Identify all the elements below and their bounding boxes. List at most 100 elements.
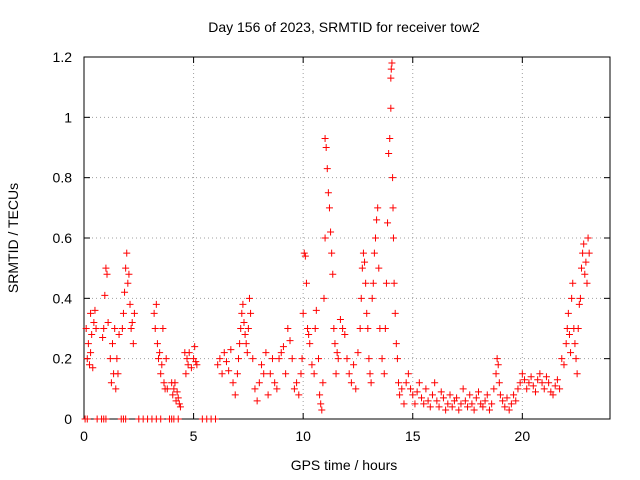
data-point xyxy=(122,415,130,423)
data-point xyxy=(356,325,364,332)
data-point xyxy=(583,279,591,287)
data-point xyxy=(321,234,329,242)
data-point xyxy=(214,361,222,369)
data-point xyxy=(428,391,436,399)
data-point xyxy=(439,394,447,402)
data-point xyxy=(371,234,379,242)
data-point xyxy=(568,294,576,302)
data-point xyxy=(562,340,570,348)
data-point xyxy=(225,367,233,375)
data-point xyxy=(91,306,99,314)
data-point xyxy=(301,252,309,260)
data-point xyxy=(389,204,397,212)
data-point xyxy=(266,370,274,378)
data-point xyxy=(114,370,122,378)
data-point xyxy=(119,309,127,317)
data-point xyxy=(387,65,395,73)
data-point xyxy=(418,394,426,402)
data-point xyxy=(293,379,301,387)
data-point xyxy=(216,355,224,363)
data-point xyxy=(578,264,586,272)
data-point xyxy=(247,309,255,317)
data-point xyxy=(343,355,351,363)
data-point xyxy=(229,379,237,387)
data-point xyxy=(299,309,307,317)
data-point xyxy=(415,379,423,387)
data-point xyxy=(124,279,132,287)
data-point xyxy=(457,400,465,408)
data-point xyxy=(169,391,177,399)
data-point xyxy=(273,385,281,393)
data-point xyxy=(290,385,298,393)
data-point xyxy=(496,391,504,399)
data-point xyxy=(389,234,397,242)
data-point xyxy=(580,240,588,248)
data-point xyxy=(492,370,500,378)
data-point xyxy=(512,397,520,405)
data-point xyxy=(103,270,111,278)
x-tick-label: 0 xyxy=(80,428,88,444)
data-point xyxy=(100,325,108,332)
data-point xyxy=(238,309,246,317)
data-point xyxy=(187,364,195,372)
data-point xyxy=(157,415,165,423)
data-point xyxy=(409,391,417,399)
data-point xyxy=(442,406,450,414)
data-point xyxy=(262,349,270,357)
data-point xyxy=(92,325,100,332)
data-point xyxy=(398,385,406,393)
data-point xyxy=(330,325,338,332)
data-point xyxy=(396,391,404,399)
data-point xyxy=(322,144,330,151)
data-point xyxy=(395,379,403,387)
data-point xyxy=(422,385,430,393)
data-point xyxy=(158,361,166,369)
axis-ticks: 0 5 10 15 20 0 0.2 0.4 0.6 0.8 1 1.2 xyxy=(53,49,610,444)
data-point xyxy=(311,325,319,332)
data-point xyxy=(258,361,266,369)
data-point xyxy=(305,331,313,339)
data-point xyxy=(102,415,110,423)
data-point xyxy=(183,355,191,363)
data-point xyxy=(332,370,340,378)
data-point xyxy=(173,388,181,396)
data-point xyxy=(581,270,589,278)
data-point xyxy=(175,400,183,408)
data-point xyxy=(572,355,580,363)
data-point xyxy=(300,249,308,257)
data-point xyxy=(321,134,329,142)
data-point xyxy=(176,403,184,411)
data-point xyxy=(295,391,303,399)
data-point xyxy=(297,370,305,378)
data-point xyxy=(336,315,344,323)
data-point xyxy=(329,270,337,278)
data-point xyxy=(564,309,572,317)
data-point xyxy=(268,355,276,363)
data-point xyxy=(538,379,546,387)
data-point xyxy=(386,134,394,142)
data-point xyxy=(126,300,134,308)
data-point xyxy=(582,258,590,266)
data-point xyxy=(516,379,524,387)
data-point xyxy=(212,415,219,423)
data-point xyxy=(264,391,272,399)
x-axis-label: GPS time / hours xyxy=(291,457,398,473)
data-point xyxy=(249,355,257,363)
data-point xyxy=(334,355,342,363)
data-point xyxy=(485,406,493,414)
data-point xyxy=(426,403,434,411)
data-point xyxy=(411,400,419,408)
data-point xyxy=(556,385,564,393)
data-point xyxy=(551,382,559,390)
data-point xyxy=(235,355,243,363)
data-point xyxy=(156,349,164,357)
data-point xyxy=(493,355,501,363)
data-point xyxy=(324,189,332,197)
data-point xyxy=(87,309,95,317)
data-point xyxy=(420,400,428,408)
data-point xyxy=(113,355,121,363)
data-point xyxy=(453,394,461,402)
data-point xyxy=(350,361,358,369)
data-point xyxy=(316,391,324,399)
